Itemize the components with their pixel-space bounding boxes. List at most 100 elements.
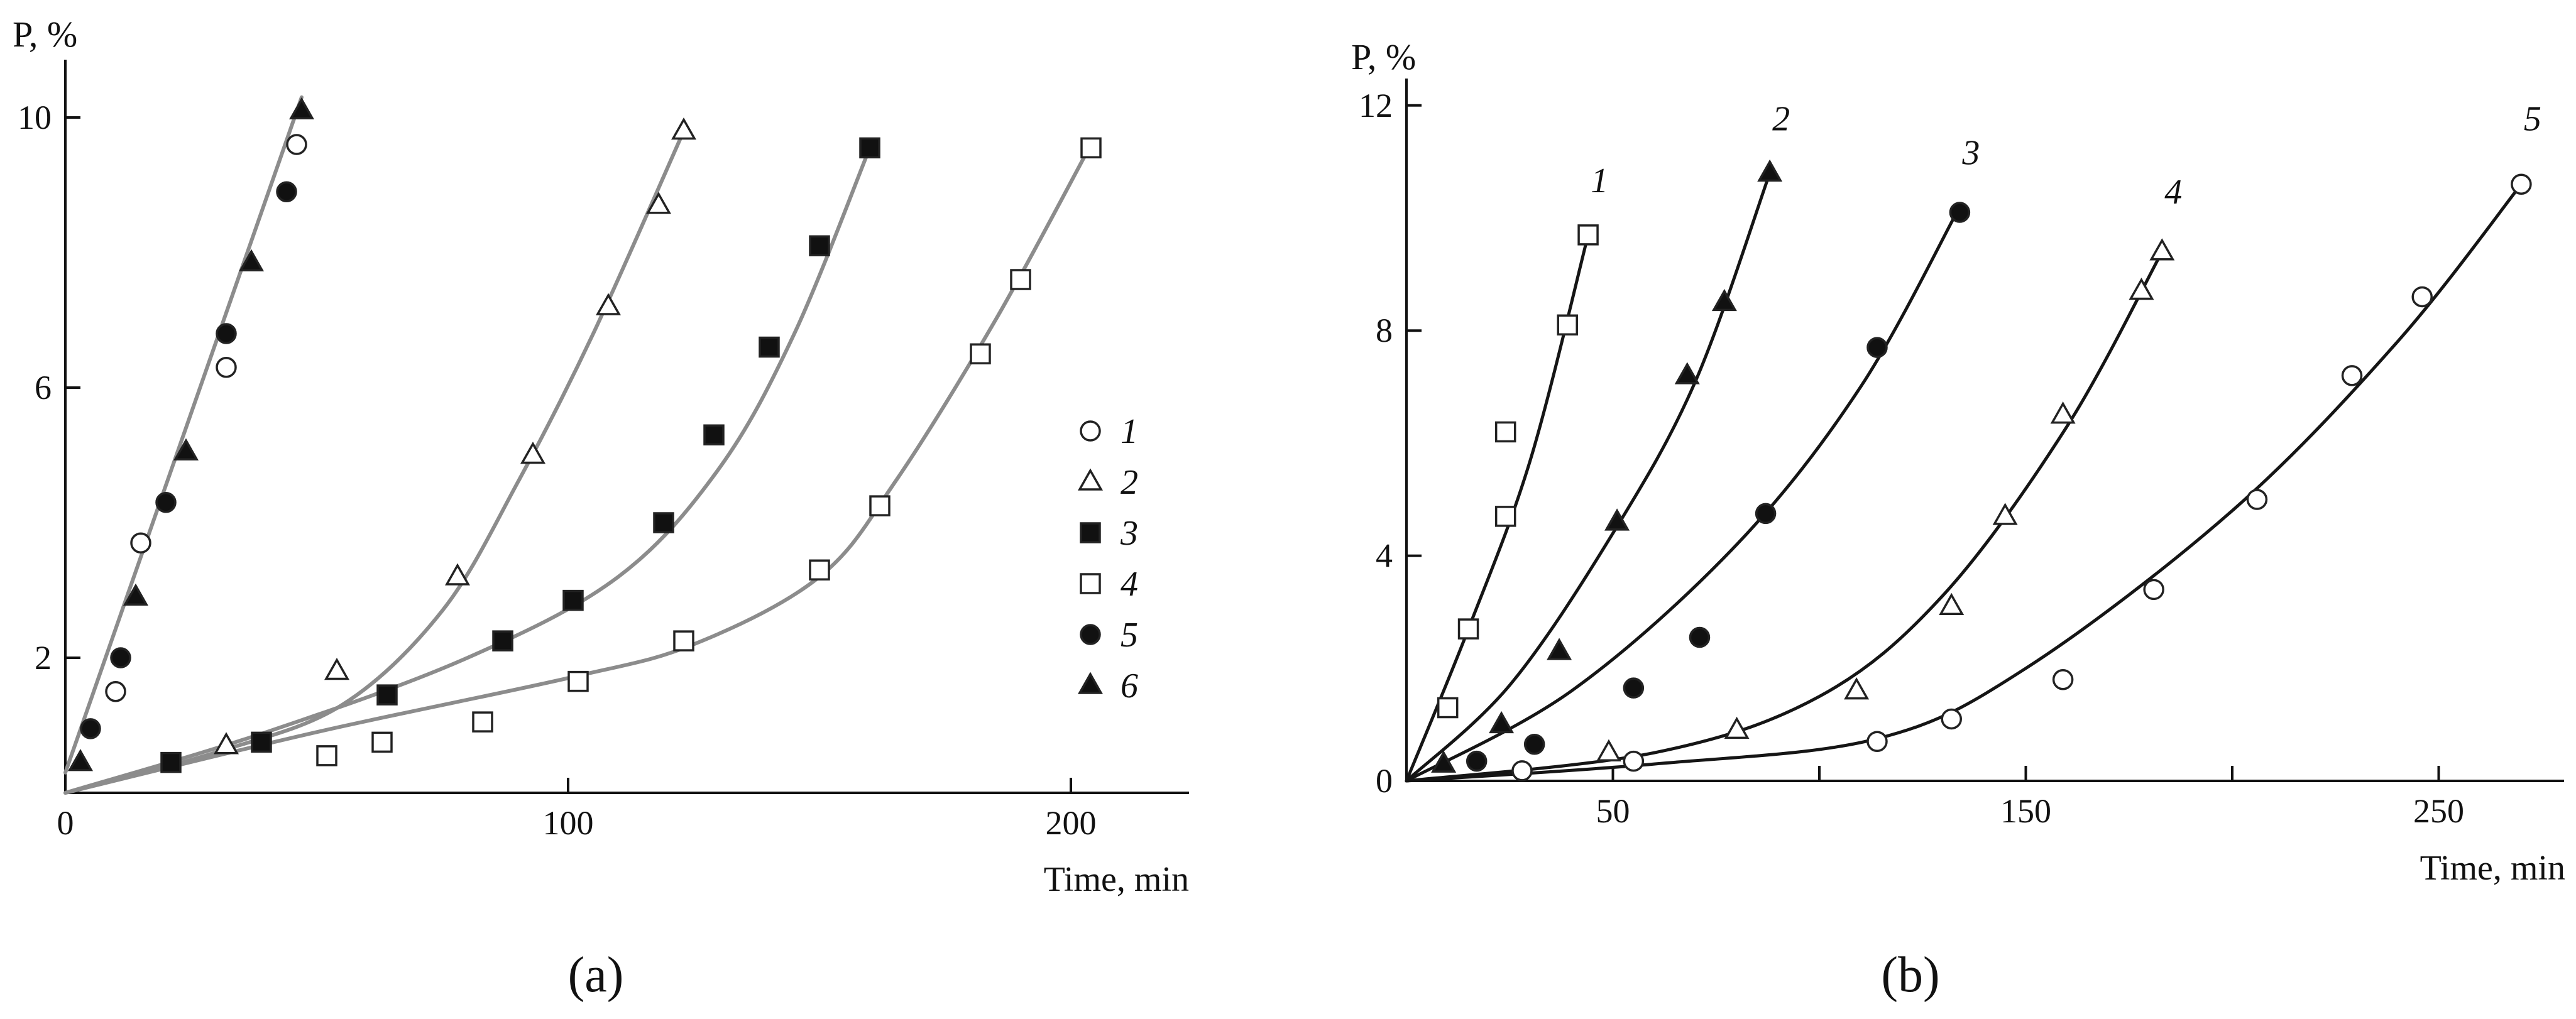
data-point-a-series-6 [238,249,265,271]
data-point-a-series-4 [673,630,694,651]
data-point-a-series-3 [376,684,398,706]
legend-label-4: 4 [1121,565,1138,604]
y-tick-label-a: 10 [18,99,52,136]
data-point-a-series-4 [869,495,891,516]
data-point-b-series-1 [1494,421,1516,443]
data-point-b-series-1 [1557,314,1578,335]
data-point-b-series-5 [2411,286,2433,308]
x-tick-label-b: 50 [1596,792,1630,830]
curve-label-5: 5 [2524,100,2541,139]
data-point-a-series-2 [324,657,350,680]
data-point-a-series-2 [520,441,546,464]
legend-marker-4 [1080,573,1101,594]
data-point-a-series-6 [67,749,94,771]
data-point-b-series-2 [1489,711,1515,734]
x-tick-label-a: 100 [543,804,594,842]
data-point-b-series-5 [2341,365,2363,386]
legend-label-3: 3 [1120,514,1138,553]
fit-curve-b-2 [1405,171,1772,783]
legend-label-1: 1 [1121,412,1138,451]
data-point-a-series-5 [80,718,101,739]
data-point-b-series-4 [1724,716,1750,739]
data-point-a-series-2 [213,732,239,755]
curve-label-4: 4 [2164,173,2182,212]
curve-label-3: 3 [1961,133,1980,172]
data-point-a-series-3 [160,751,182,773]
data-point-b-series-5 [2143,579,2164,601]
data-point-b-series-4 [2149,238,2175,261]
data-point-a-series-4 [970,343,991,364]
data-point-a-series-3 [492,630,513,651]
data-point-a-series-3 [653,512,674,533]
data-point-a-series-4 [1080,137,1102,159]
x-tick-label-a: 0 [57,804,74,842]
legend-marker-5 [1080,624,1101,645]
data-point-a-series-1 [286,134,307,155]
y-axis-title-b: P, % [1351,36,1416,77]
data-point-a-series-4 [472,711,493,733]
legend-marker-6 [1077,672,1104,694]
data-point-b-series-5 [2246,489,2268,510]
data-point-a-series-5 [110,647,131,668]
legend-marker-3 [1080,522,1101,543]
data-point-b-series-3 [1689,626,1711,648]
data-point-a-series-6 [123,583,149,606]
data-point-a-series-4 [316,745,337,766]
data-point-b-series-5 [1623,750,1645,772]
data-point-a-series-3 [809,235,830,256]
data-point-b-series-5 [1866,731,1888,753]
data-point-b-series-3 [1623,677,1645,699]
data-point-a-series-2 [645,192,672,214]
data-point-a-series-6 [173,438,199,460]
data-point-b-series-3 [1949,202,1971,223]
data-point-b-series-3 [1523,734,1545,755]
fit-curve-a-1-5-6 [63,95,304,775]
x-axis-title-a: Time, min [1044,860,1189,899]
x-axis-title-b: Time, min [2420,849,2565,888]
data-point-b-series-2 [1431,750,1457,773]
y-tick-label-b: 4 [1376,537,1393,575]
data-point-a-series-4 [371,731,393,753]
data-point-b-series-1 [1577,224,1599,246]
data-point-a-series-3 [859,137,880,159]
data-point-a-series-2 [595,293,622,315]
data-point-b-series-2 [1711,288,1737,312]
data-point-a-series-1 [105,681,126,702]
data-point-a-series-3 [703,424,725,445]
fit-curve-b-5 [1405,182,2523,783]
data-point-b-series-5 [1511,760,1533,782]
data-point-b-series-2 [1757,159,1783,182]
data-point-b-series-4 [2129,277,2154,300]
y-tick-label-a: 2 [35,639,52,677]
data-point-b-series-4 [1992,503,2018,525]
data-point-a-series-3 [251,731,272,753]
panel-label-b: (b) [1881,947,1939,1003]
x-tick-label-a: 200 [1046,804,1097,842]
legend-label-5: 5 [1121,616,1138,655]
y-tick-label-b: 0 [1376,762,1393,800]
data-point-b-series-1 [1494,506,1516,527]
data-point-a-series-4 [567,670,589,692]
data-point-a-series-2 [671,117,697,140]
y-tick-label-a: 6 [35,369,52,406]
data-point-a-series-5 [216,323,237,344]
data-point-a-series-5 [155,492,177,513]
data-point-a-series-3 [562,589,584,611]
curve-label-2: 2 [1772,100,1790,139]
data-point-b-series-2 [1674,362,1700,384]
data-point-a-series-3 [759,336,780,358]
data-point-b-series-3 [1466,750,1488,772]
data-point-b-series-3 [1755,503,1777,525]
data-point-a-series-1 [216,357,237,378]
data-point-b-series-5 [2052,668,2074,690]
data-point-b-series-2 [1604,508,1630,531]
fit-curve-a-4 [63,143,1093,795]
data-point-b-series-5 [2511,173,2532,195]
data-point-b-series-1 [1457,618,1479,640]
legend-label-6: 6 [1121,667,1138,706]
data-point-a-series-6 [288,97,315,119]
fit-curve-b-3 [1405,205,1961,783]
data-point-b-series-4 [2050,401,2076,424]
